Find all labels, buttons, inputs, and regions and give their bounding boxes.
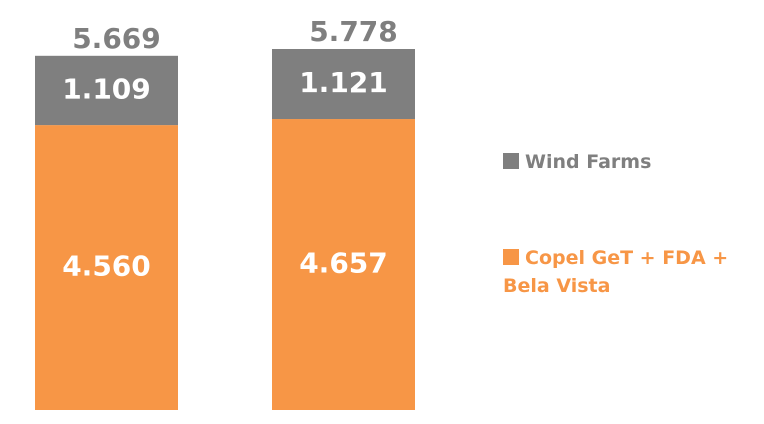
data-label: 1.121 — [299, 66, 388, 99]
data-label: 4.657 — [299, 247, 388, 280]
legend-label: Wind Farms — [525, 151, 652, 173]
data-label: 1.109 — [62, 72, 151, 105]
legend-label: Copel GeT + FDA + Bela Vista — [503, 247, 729, 297]
legend-swatch — [503, 249, 519, 265]
bar-segment — [35, 55, 178, 126]
bar-segment — [35, 125, 178, 411]
data-label: 4.560 — [62, 250, 151, 283]
bar-segment — [272, 119, 415, 411]
total-label: 5.778 — [309, 15, 398, 48]
legend-swatch — [503, 153, 519, 169]
total-label: 5.669 — [72, 22, 161, 55]
legend-item: Copel GeT + FDA + Bela Vista — [503, 244, 748, 300]
legend-item: Wind Farms — [503, 148, 748, 176]
bar-segment — [272, 49, 415, 120]
